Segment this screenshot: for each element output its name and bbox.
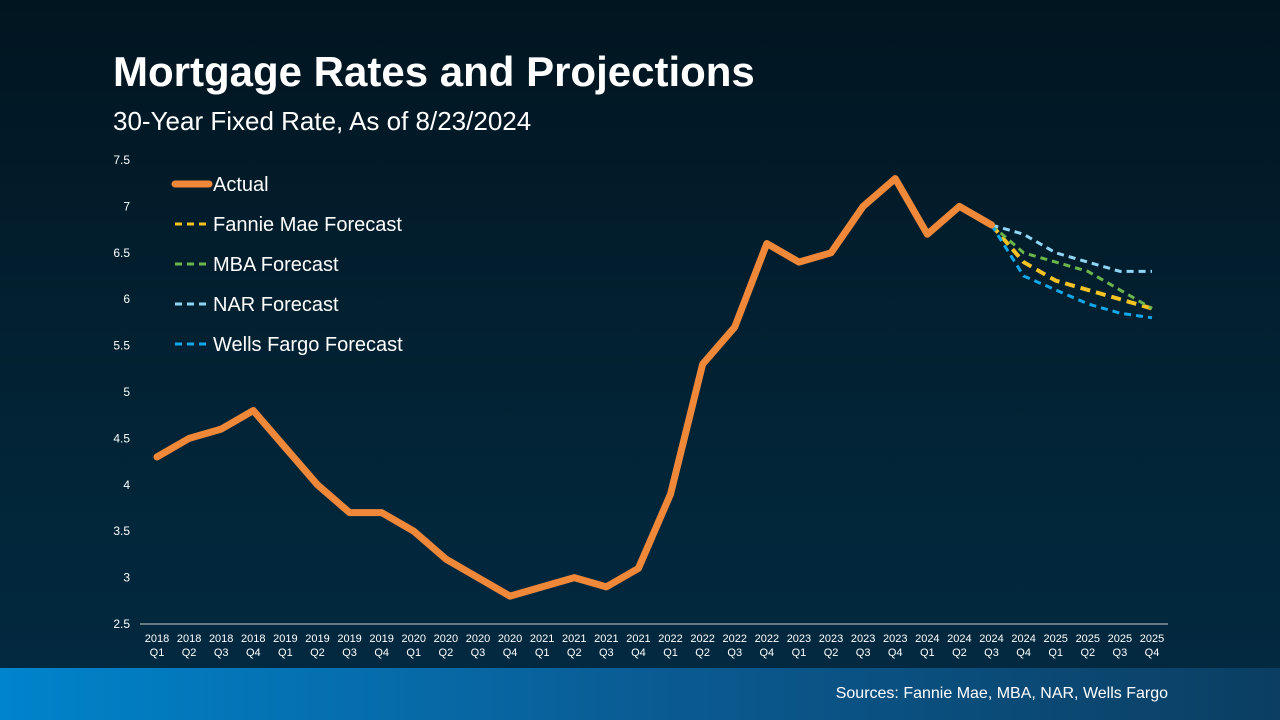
x-tick-label: 2018 Q4	[241, 633, 265, 659]
series-line-nar-forecast	[991, 223, 1152, 273]
x-tick-label: 2019 Q4	[369, 633, 393, 659]
y-tick-label: 5	[123, 385, 130, 399]
y-tick-label: 7	[123, 199, 130, 213]
y-tick-label: 3	[123, 571, 130, 585]
x-tick-label: 2018 Q1	[145, 633, 169, 659]
x-tick-label: 2024 Q3	[979, 633, 1003, 659]
x-tick-label: 2020 Q3	[466, 633, 490, 659]
x-tick-label: 2019 Q2	[305, 633, 329, 659]
line-chart: 2.5 3 3.5 4 4.5 5 5.5 6 6.5 7 7.5 2018 Q1 2018 Q2 2018 Q…	[113, 153, 1168, 659]
x-tick-label: 2018 Q2	[177, 633, 201, 659]
x-tick-label: 2018 Q3	[209, 633, 233, 659]
legend-label: Actual	[213, 174, 269, 196]
x-tick-label: 2025 Q4	[1140, 633, 1164, 659]
y-tick-label: 4	[123, 478, 130, 492]
legend-label: MBA Forecast	[213, 254, 339, 276]
x-tick-label: 2020 Q4	[498, 633, 522, 659]
x-tick-label: 2025 Q1	[1043, 633, 1067, 659]
x-tick-label: 2019 Q3	[337, 633, 361, 659]
x-tick-label: 2021 Q3	[594, 633, 618, 659]
x-tick-label: 2020 Q2	[434, 633, 458, 659]
y-tick-label: 7.5	[113, 153, 130, 167]
x-tick-label: 2022 Q3	[722, 633, 746, 659]
series-line-fannie-mae-forecast	[990, 223, 1153, 311]
y-tick-label: 6	[123, 292, 130, 306]
x-tick-label: 2023 Q1	[787, 633, 811, 659]
chart-title: Mortgage Rates and Projections	[113, 48, 755, 95]
chart-subtitle: 30-Year Fixed Rate, As of 8/23/2024	[113, 106, 532, 136]
x-tick-label: 2024 Q2	[947, 633, 971, 659]
y-tick-label: 4.5	[113, 431, 130, 445]
x-tick-label: 2025 Q3	[1108, 633, 1132, 659]
series-line-wells-fargo-forecast	[990, 224, 1153, 320]
y-tick-label: 6.5	[113, 246, 130, 260]
x-tick-label: 2025 Q2	[1076, 633, 1100, 659]
legend-label: Wells Fargo Forecast	[213, 334, 403, 356]
source-note: Sources: Fannie Mae, MBA, NAR, Wells Far…	[835, 685, 1168, 702]
x-tick-label: 2024 Q4	[1011, 633, 1035, 659]
x-tick-label: 2021 Q4	[626, 633, 650, 659]
x-tick-label: 2022 Q4	[755, 633, 779, 659]
x-tick-label: 2021 Q1	[530, 633, 554, 659]
y-tick-label: 3.5	[113, 524, 130, 538]
x-tick-label: 2023 Q2	[819, 633, 843, 659]
series-line-actual	[153, 175, 996, 600]
x-tick-label: 2023 Q4	[883, 633, 907, 659]
x-tick-label: 2020 Q1	[402, 633, 426, 659]
legend-label: NAR Forecast	[213, 294, 339, 316]
x-tick-label: 2024 Q1	[915, 633, 939, 659]
x-tick-label: 2023 Q3	[851, 633, 875, 659]
x-tick-label: 2022 Q2	[690, 633, 714, 659]
x-tick-label: 2021 Q2	[562, 633, 586, 659]
x-tick-label: 2019 Q1	[273, 633, 297, 659]
footer-bar: Sources: Fannie Mae, MBA, NAR, Wells Far…	[0, 668, 1280, 720]
legend-label: Fannie Mae Forecast	[213, 214, 402, 236]
y-tick-label: 2.5	[113, 617, 130, 631]
x-tick-label: 2022 Q1	[658, 633, 682, 659]
y-tick-label: 5.5	[113, 339, 130, 353]
